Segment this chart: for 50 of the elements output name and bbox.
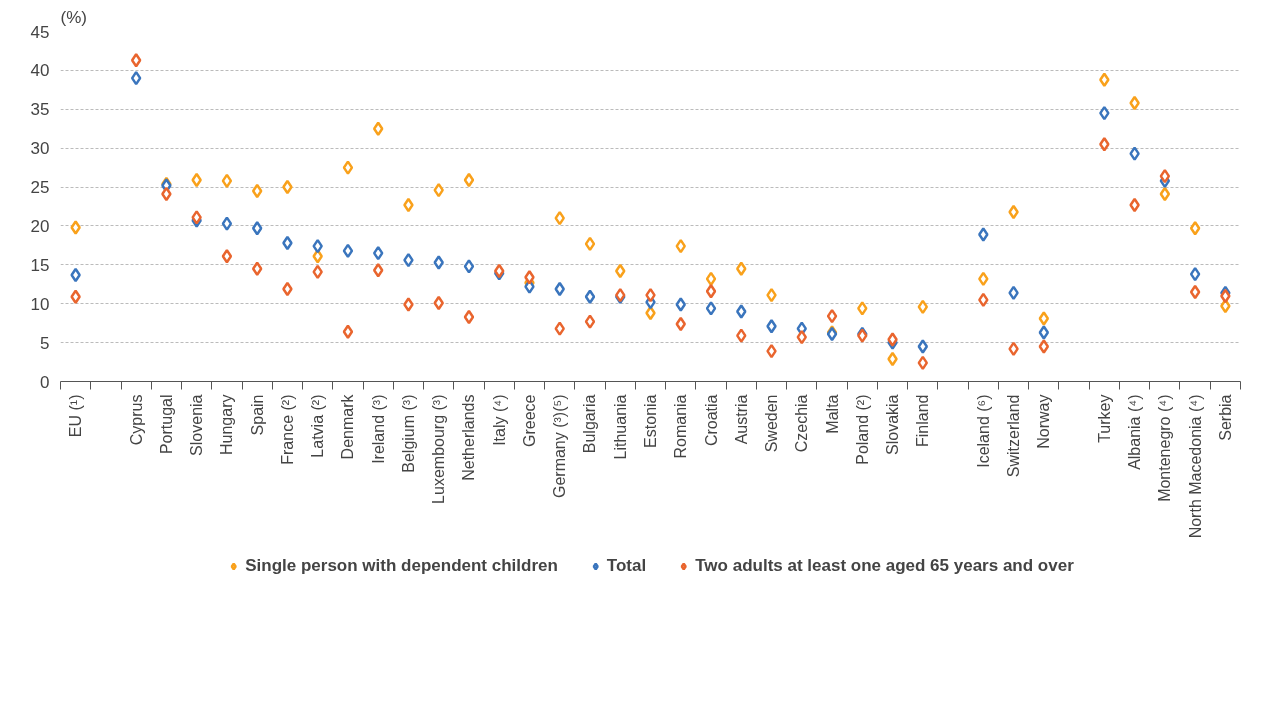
y-tick-label: 40 [30, 61, 50, 81]
x-tick-label: Czechia [793, 394, 811, 453]
x-tick-label: EU (¹) [67, 394, 85, 438]
x-tick-label: Hungary [218, 394, 236, 455]
x-tick-label: France (²) [278, 394, 296, 465]
x-tick-label: Denmark [339, 393, 357, 460]
x-tick-label: Cyprus [127, 394, 145, 446]
x-tick-label: Norway [1035, 394, 1053, 449]
x-tick-label: Portugal [157, 394, 175, 455]
x-tick-label: Iceland (⁶) [974, 394, 992, 468]
x-tick-label: Latvia (²) [309, 394, 327, 458]
y-tick-label: 20 [30, 216, 50, 236]
y-tick-label: 5 [40, 333, 50, 353]
x-tick-label: Spain [248, 394, 266, 436]
x-tick-label: Serbia [1216, 394, 1234, 441]
x-tick-label: Austria [732, 394, 750, 445]
x-tick-label: Estonia [642, 394, 659, 448]
x-tick-label: Switzerland [1005, 394, 1023, 478]
x-tick-label: Finland [914, 394, 932, 447]
y-tick-label: 30 [30, 139, 50, 159]
x-tick-label: Ireland (³) [369, 394, 387, 464]
x-tick-label: Italy (⁴) [490, 394, 508, 446]
legend-label: Single person with dependent children [245, 556, 558, 576]
x-tick-label: Lithuania [611, 394, 629, 460]
x-tick-label: Slovenia [188, 394, 206, 456]
x-tick-label: Slovakia [884, 394, 902, 455]
x-tick-label: Netherlands [460, 394, 478, 481]
y-tick-label: 25 [30, 178, 50, 198]
x-tick-label: Belgium (³) [399, 394, 417, 473]
y-tick-label: 0 [40, 372, 50, 392]
y-tick-label: 45 [30, 22, 50, 42]
y-axis-title: (%) [60, 7, 87, 27]
y-tick-label: 35 [30, 100, 50, 120]
x-tick-label: Romania [672, 394, 690, 459]
x-tick-label: Sweden [763, 394, 781, 453]
x-tick-label: North Macedonia (⁴) [1186, 394, 1204, 539]
x-tick-label: Bulgaria [581, 394, 599, 454]
y-tick-label: 15 [30, 255, 50, 275]
x-tick-label: Turkey [1095, 394, 1113, 443]
legend-label: Two adults at least one aged 65 years and over [695, 556, 1074, 576]
x-tick-label: Montenegro (⁴) [1156, 394, 1174, 502]
x-tick-label: Luxembourg (³) [430, 394, 448, 504]
x-tick-label: Croatia [702, 394, 720, 447]
y-tick-label: 10 [30, 294, 50, 314]
x-tick-label: Albania (⁴) [1126, 394, 1144, 470]
x-tick-label: Greece [520, 394, 538, 447]
x-tick-label: Malta [823, 394, 841, 434]
x-tick-label: Germany (³)(⁵) [551, 394, 569, 499]
legend-label: Total [606, 556, 647, 576]
x-tick-label: Poland (²) [853, 394, 871, 465]
